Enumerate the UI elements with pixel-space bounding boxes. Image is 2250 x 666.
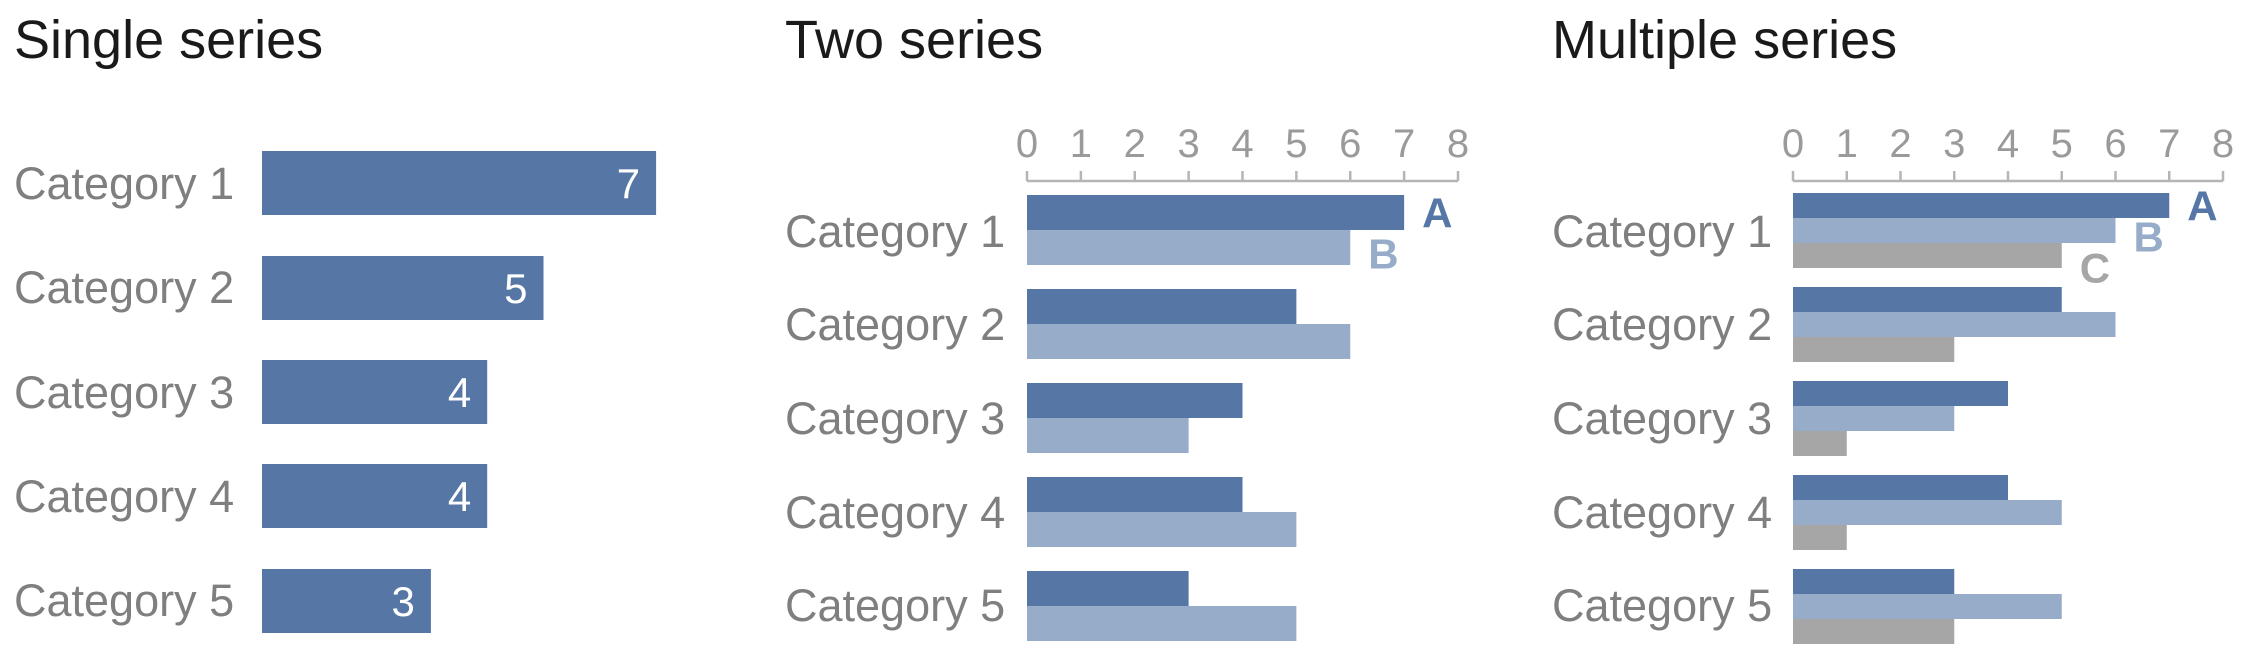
bar-a-4: [1027, 477, 1243, 512]
category-label: Category 5: [1552, 580, 1772, 631]
bar-c-4: [1793, 525, 1847, 550]
bar-value-label: 4: [448, 473, 471, 520]
chart-title-multiple-series: Multiple series: [1552, 10, 1897, 70]
bar-b-3: [1793, 406, 1955, 431]
x-tick-label: 8: [2212, 122, 2234, 166]
category-label: Category 4: [785, 487, 1005, 538]
category-label: Category 2: [785, 299, 1005, 350]
bar-a-3: [1793, 381, 2008, 406]
x-tick-label: 8: [1447, 122, 1469, 166]
bar-value-label: 4: [448, 369, 471, 416]
series-label-b: B: [1368, 231, 1398, 278]
bar-a-3: [1027, 383, 1243, 418]
bars-two-series: AB: [1027, 190, 1452, 641]
bar-value-label: 3: [392, 578, 415, 625]
bar-c-1: [1793, 243, 2062, 268]
series-label-b: B: [2134, 214, 2164, 261]
bar-b-2: [1793, 312, 2116, 337]
chart-title-two-series: Two series: [785, 10, 1043, 70]
x-tick-label: 2: [1124, 122, 1146, 166]
bar-b-4: [1793, 500, 2062, 525]
category-label: Category 5: [785, 580, 1005, 631]
x-tick-label: 1: [1836, 122, 1858, 166]
bar-b-3: [1027, 418, 1189, 453]
x-tick-label: 4: [1997, 122, 2019, 166]
x-tick-label: 4: [1231, 122, 1253, 166]
x-tick-label: 5: [1285, 122, 1307, 166]
bar-single-5: [262, 569, 431, 633]
series-label-c: C: [2080, 245, 2110, 292]
chart-title-single-series: Single series: [14, 10, 323, 70]
bar-b-5: [1793, 594, 2062, 619]
category-label: Category 5: [14, 575, 234, 626]
category-label: Category 2: [14, 262, 234, 313]
category-label: Category 4: [1552, 487, 1772, 538]
bar-a-5: [1027, 571, 1189, 606]
x-tick-label: 0: [1016, 122, 1038, 166]
bars-multiple-series: ABC: [1793, 183, 2218, 644]
chart-two-series: Two series Category 1 Category 2 Categor…: [785, 10, 1469, 641]
x-tick-label: 7: [1393, 122, 1415, 166]
bar-a-1: [1793, 193, 2170, 218]
category-label: Category 1: [1552, 206, 1772, 257]
category-label: Category 1: [785, 206, 1005, 257]
category-label: Category 3: [1552, 393, 1772, 444]
bar-value-label: 7: [617, 160, 640, 207]
bar-b-4: [1027, 512, 1297, 547]
category-label: Category 4: [14, 471, 234, 522]
bar-a-2: [1027, 289, 1297, 324]
chart-multiple-series: Multiple series Category 1 Category 2 Ca…: [1552, 10, 2234, 644]
x-tick-label: 5: [2051, 122, 2073, 166]
bar-c-3: [1793, 431, 1847, 456]
x-tick-label: 6: [1339, 122, 1361, 166]
bar-a-5: [1793, 569, 1955, 594]
chart-single-series: Single series Category 1 Category 2 Cate…: [14, 10, 657, 633]
bar-b-5: [1027, 606, 1297, 641]
bar-a-1: [1027, 195, 1405, 230]
bars-single-series: 7 5 4 4 3: [262, 151, 657, 633]
bar-b-1: [1793, 218, 2116, 243]
bar-single-1: [262, 151, 657, 215]
bar-single-2: [262, 256, 544, 320]
bar-c-2: [1793, 337, 1955, 362]
category-label: Category 2: [1552, 299, 1772, 350]
category-label: Category 3: [785, 393, 1005, 444]
bar-value-label: 5: [504, 265, 527, 312]
series-label-a: A: [1422, 190, 1452, 237]
bar-a-2: [1793, 287, 2062, 312]
bar-single-3: [262, 360, 488, 424]
series-label-a: A: [2187, 183, 2217, 230]
bar-b-2: [1027, 324, 1351, 359]
bar-c-5: [1793, 619, 1955, 644]
bar-single-4: [262, 464, 488, 528]
category-label: Category 1: [14, 158, 234, 209]
x-tick-label: 3: [1943, 122, 1965, 166]
x-tick-label: 0: [1782, 122, 1804, 166]
x-tick-label: 2: [1889, 122, 1911, 166]
bar-b-1: [1027, 230, 1351, 265]
x-tick-label: 1: [1070, 122, 1092, 166]
x-tick-label: 3: [1178, 122, 1200, 166]
category-label: Category 3: [14, 367, 234, 418]
x-tick-label: 7: [2158, 122, 2180, 166]
x-tick-label: 6: [2104, 122, 2126, 166]
bar-a-4: [1793, 475, 2008, 500]
